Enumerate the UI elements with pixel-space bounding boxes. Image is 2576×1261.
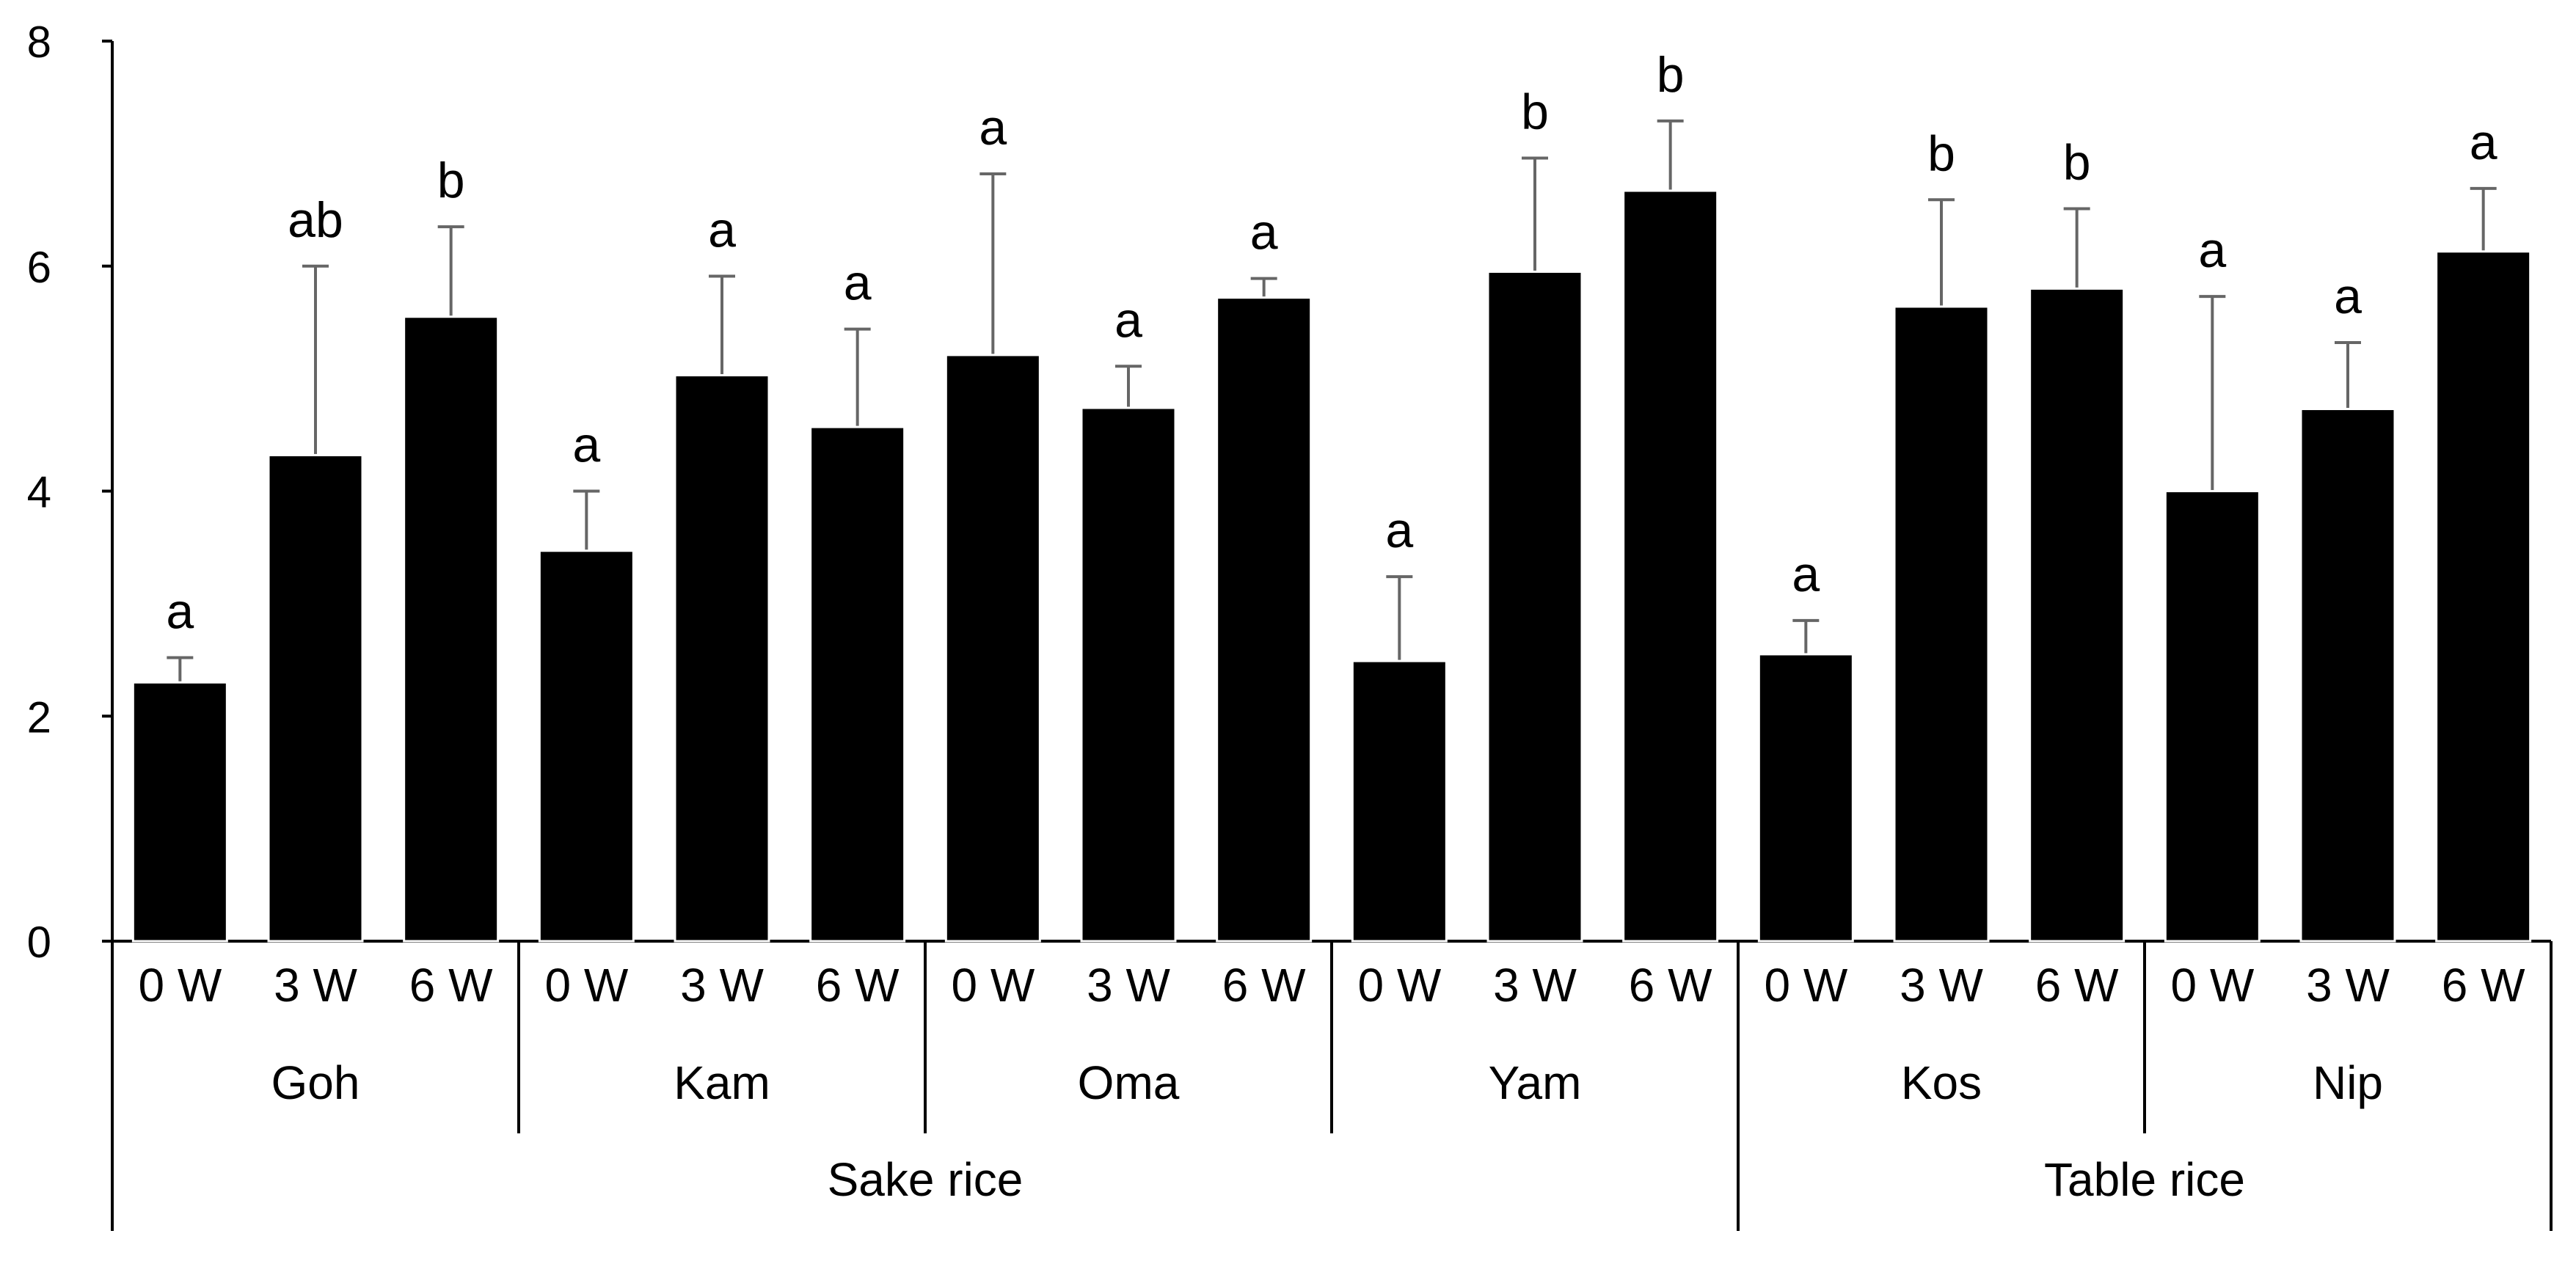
significance-letter: b — [1657, 47, 1685, 103]
y-tick-label: 0 — [27, 918, 51, 967]
bar-kos-6w — [2029, 287, 2126, 943]
significance-letter: b — [1927, 125, 1955, 181]
bar-yam-6w — [1622, 189, 1719, 943]
cultivar-label: Goh — [271, 1056, 360, 1109]
significance-letter: a — [844, 255, 872, 311]
bar-goh-0w — [131, 681, 228, 943]
significance-letter: b — [2063, 135, 2091, 191]
y-tick-label: 8 — [27, 18, 51, 67]
x-tick-label: 0 W — [1764, 959, 1847, 1012]
bar-nip-0w — [2164, 490, 2261, 943]
x-tick-label: 6 W — [1629, 959, 1712, 1012]
bar-yam-3w — [1486, 270, 1583, 943]
bar-oma-6w — [1216, 296, 1313, 943]
x-tick-label: 3 W — [274, 959, 357, 1012]
x-tick-label: 3 W — [680, 959, 764, 1012]
x-tick-label: 0 W — [951, 959, 1035, 1012]
bar-nip-3w — [2299, 408, 2396, 943]
cultivar-label: Nip — [2313, 1056, 2383, 1109]
x-tick-label: 6 W — [816, 959, 900, 1012]
bar-oma-0w — [944, 354, 1041, 943]
bar-goh-3w — [267, 453, 364, 943]
significance-letter: a — [2334, 268, 2362, 324]
x-tick-label: 3 W — [1900, 959, 1983, 1012]
significance-letter: b — [437, 153, 465, 208]
significance-letter: a — [572, 417, 600, 473]
significance-letter: a — [1250, 205, 1278, 260]
significance-letter: a — [708, 202, 736, 258]
cultivar-label: Yam — [1489, 1056, 1582, 1109]
bar-kos-3w — [1893, 305, 1990, 943]
x-tick-label: 6 W — [2035, 959, 2119, 1012]
x-tick-label: 3 W — [2306, 959, 2390, 1012]
significance-letter: a — [1114, 292, 1142, 348]
bar-kam-0w — [538, 549, 635, 943]
y-tick-label: 4 — [27, 468, 51, 517]
bar-kam-6w — [809, 425, 906, 943]
significance-letter: b — [1521, 84, 1549, 140]
x-tick-label: 6 W — [409, 959, 493, 1012]
bar-kam-3w — [674, 374, 770, 943]
bar-oma-3w — [1080, 406, 1177, 943]
significance-letter: a — [166, 583, 194, 639]
cultivar-label: Kam — [674, 1056, 770, 1109]
bar-kos-0w — [1757, 653, 1854, 943]
cultivar-label: Kos — [1901, 1056, 1982, 1109]
significance-letter: a — [2198, 222, 2226, 278]
significance-letter: a — [979, 100, 1007, 156]
x-tick-label: 3 W — [1087, 959, 1170, 1012]
x-tick-label: 0 W — [1357, 959, 1441, 1012]
significance-letter: a — [1385, 502, 1413, 558]
cultivar-label: Oma — [1078, 1056, 1180, 1109]
y-tick-label: 2 — [27, 692, 51, 742]
y-tick-label: 6 — [27, 243, 51, 292]
group-label: Sake rice — [828, 1153, 1024, 1206]
x-tick-label: 0 W — [2170, 959, 2254, 1012]
x-tick-label: 6 W — [2442, 959, 2525, 1012]
significance-letter: a — [2470, 114, 2497, 170]
group-label: Table rice — [2044, 1153, 2245, 1206]
bar-goh-6w — [403, 315, 500, 943]
bar-yam-0w — [1351, 659, 1448, 943]
x-tick-label: 0 W — [138, 959, 222, 1012]
bar-nip-6w — [2435, 250, 2532, 943]
significance-letter: a — [1792, 547, 1820, 602]
x-tick-label: 6 W — [1222, 959, 1306, 1012]
x-tick-label: 3 W — [1493, 959, 1577, 1012]
x-tick-label: 0 W — [544, 959, 628, 1012]
significance-letter: ab — [288, 192, 343, 248]
